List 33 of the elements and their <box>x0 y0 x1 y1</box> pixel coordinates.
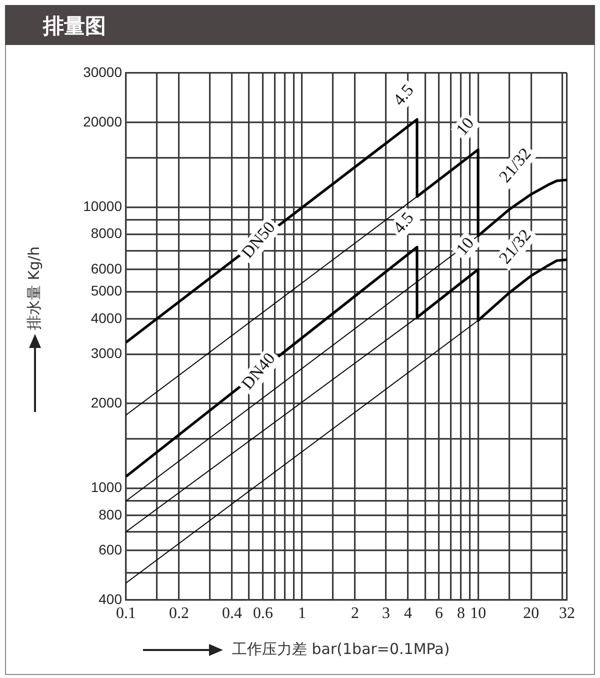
annotation: 4.5 <box>389 80 418 110</box>
x-tick-label: 20 <box>523 604 540 622</box>
x-tick-label: 3 <box>382 604 390 622</box>
annotation: 10 <box>452 234 478 259</box>
y-tick-label: 4000 <box>90 310 122 326</box>
x-tick-label: 6 <box>435 604 444 622</box>
y-axis-title: 排水量 Kg/h <box>24 246 44 330</box>
x-tick-label: 2 <box>351 604 360 622</box>
x-tick-label: 32 <box>559 604 575 622</box>
annotation: 10 <box>452 114 478 140</box>
y-tick-label: 400 <box>98 590 122 607</box>
y-tick-label: 6000 <box>90 260 122 276</box>
x-tick-label: 1 <box>298 604 306 622</box>
x-tick-label: 0.1 <box>116 604 136 622</box>
y-tick-label: 10000 <box>83 198 122 214</box>
x-tick-label: 0.6 <box>252 604 273 622</box>
y-tick-label: 800 <box>98 506 122 522</box>
y-tick-label: 600 <box>98 541 122 558</box>
y-tick-label: 3000 <box>90 344 122 361</box>
y-tick-label: 5000 <box>90 282 122 299</box>
y-tick-label: 20000 <box>83 113 122 130</box>
y-tick-label: 8000 <box>90 225 122 242</box>
x-tick-label: 8 <box>457 604 466 622</box>
x-tick-label: 0.4 <box>222 604 242 622</box>
y-tick-label: 2000 <box>90 394 122 410</box>
y-tick-label: 30000 <box>83 64 122 80</box>
chart-title: 排量图 <box>43 13 106 40</box>
x-axis-title: 工作压力差 bar(1bar=0.1MPa) <box>232 640 450 659</box>
x-tick-label: 10 <box>470 604 486 622</box>
y-tick-label: 1000 <box>90 479 122 496</box>
annotation: 4.5 <box>389 208 418 237</box>
x-tick-label: 0.2 <box>168 604 189 622</box>
x-tick-label: 4 <box>404 604 412 622</box>
